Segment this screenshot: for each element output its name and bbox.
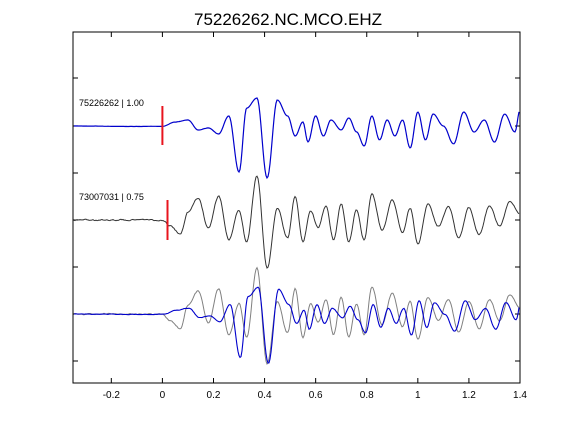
overlay-blue-line	[73, 286, 520, 364]
axis-ticks	[73, 32, 521, 383]
trace-1-label: 75226262 | 1.00	[79, 98, 144, 108]
traces: 75226262 | 1.00 73007031 | 0.75	[73, 97, 520, 366]
overlay-gray-line	[73, 266, 520, 366]
trace-2-line	[73, 175, 520, 269]
plot-frame	[72, 31, 521, 384]
x-tick-label-5: 0.8	[360, 390, 374, 401]
x-tick-label-1: 0	[160, 390, 166, 401]
x-tick-label-0: -0.2	[103, 390, 121, 401]
x-tick-label-7: 1.2	[462, 390, 476, 401]
trace-1-line	[73, 97, 520, 180]
x-tick-label-4: 0.6	[309, 390, 323, 401]
x-tick-label-8: 1.4	[513, 390, 527, 401]
x-tick-labels: -0.2 0 0.2 0.4 0.6 0.8 1 1.2 1.4	[103, 390, 528, 401]
trace-2-label: 73007031 | 0.75	[79, 192, 144, 202]
chart-title: 75226262.NC.MCO.EHZ	[194, 10, 382, 29]
x-tick-label-6: 1	[415, 390, 421, 401]
x-tick-label-3: 0.4	[258, 390, 272, 401]
x-tick-label-2: 0.2	[207, 390, 221, 401]
